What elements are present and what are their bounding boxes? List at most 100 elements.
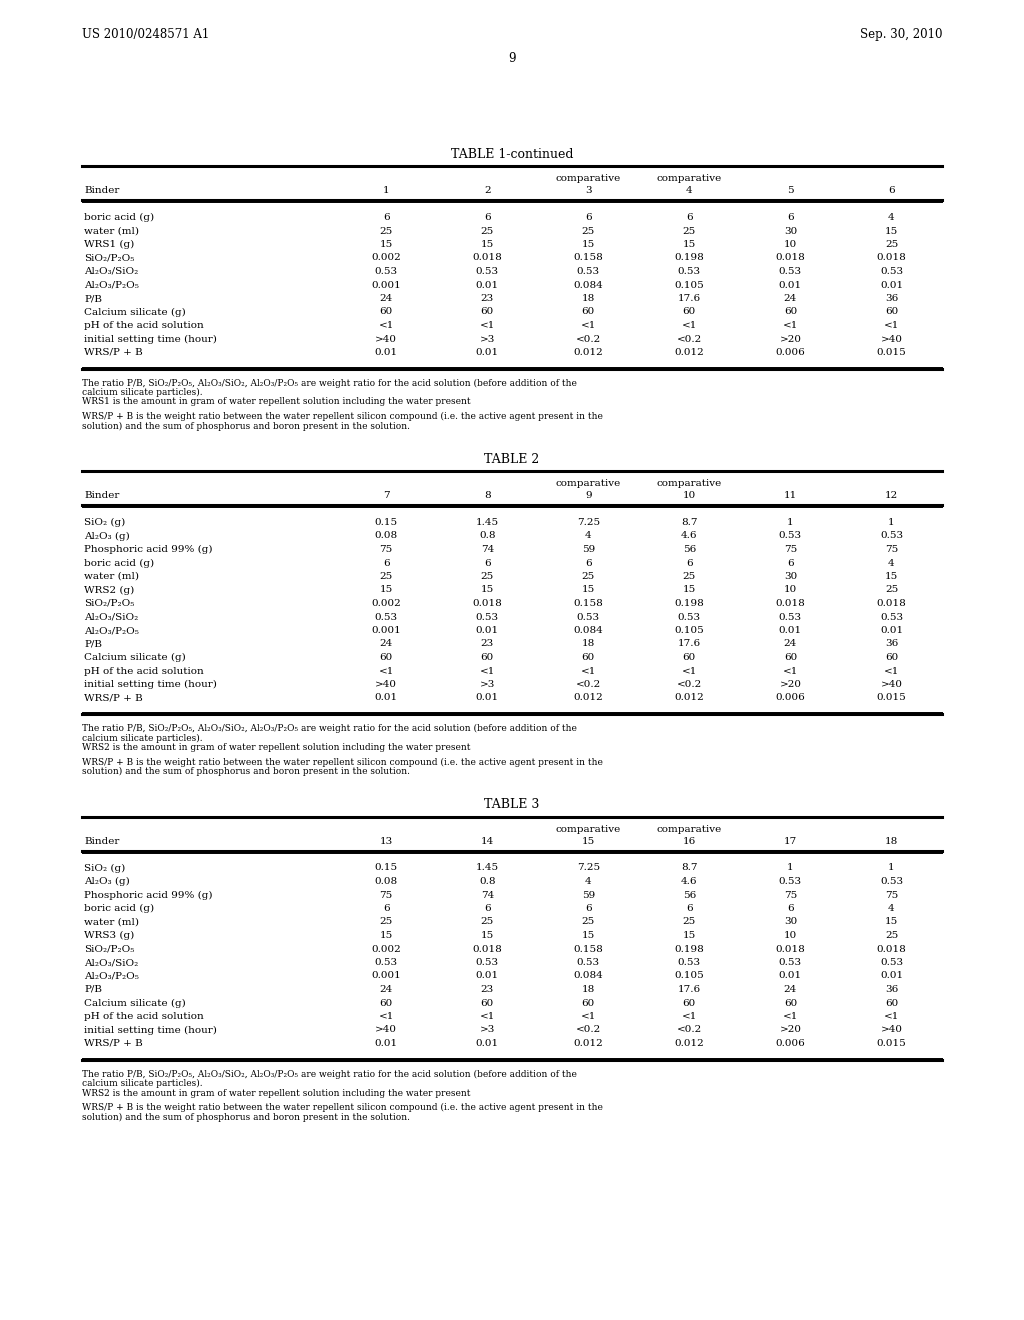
Text: <1: <1 <box>379 1012 394 1020</box>
Text: WRS/P + B: WRS/P + B <box>84 1039 142 1048</box>
Text: 0.01: 0.01 <box>476 972 499 981</box>
Text: 0.53: 0.53 <box>779 612 802 622</box>
Text: 6: 6 <box>686 213 692 222</box>
Text: 0.53: 0.53 <box>880 267 903 276</box>
Text: 0.53: 0.53 <box>375 267 397 276</box>
Text: boric acid (g): boric acid (g) <box>84 213 155 222</box>
Text: 24: 24 <box>783 639 797 648</box>
Text: 56: 56 <box>683 891 696 899</box>
Text: 0.53: 0.53 <box>880 876 903 886</box>
Text: 8: 8 <box>484 491 490 500</box>
Text: 0.018: 0.018 <box>877 253 906 263</box>
Text: TABLE 3: TABLE 3 <box>484 799 540 812</box>
Text: comparative: comparative <box>656 825 722 833</box>
Text: 7: 7 <box>383 491 389 500</box>
Text: >40: >40 <box>375 334 397 343</box>
Text: 0.01: 0.01 <box>476 348 499 356</box>
Text: 15: 15 <box>885 917 898 927</box>
Text: 60: 60 <box>480 653 494 663</box>
Text: 25: 25 <box>885 240 898 249</box>
Text: 7.25: 7.25 <box>577 517 600 527</box>
Text: 23: 23 <box>480 985 494 994</box>
Text: <1: <1 <box>682 321 697 330</box>
Text: 15: 15 <box>582 931 595 940</box>
Text: 17.6: 17.6 <box>678 294 701 304</box>
Text: SiO₂ (g): SiO₂ (g) <box>84 517 125 527</box>
Text: Al₂O₃ (g): Al₂O₃ (g) <box>84 532 130 541</box>
Text: 1: 1 <box>383 186 389 195</box>
Text: >3: >3 <box>479 1026 495 1035</box>
Text: SiO₂/P₂O₅: SiO₂/P₂O₅ <box>84 599 134 609</box>
Text: 3: 3 <box>585 186 592 195</box>
Text: 60: 60 <box>582 998 595 1007</box>
Text: 0.53: 0.53 <box>880 532 903 540</box>
Text: 0.01: 0.01 <box>476 626 499 635</box>
Text: 0.001: 0.001 <box>372 972 401 981</box>
Text: water (ml): water (ml) <box>84 227 139 235</box>
Text: 24: 24 <box>783 985 797 994</box>
Text: 60: 60 <box>783 998 797 1007</box>
Text: 17.6: 17.6 <box>678 985 701 994</box>
Text: 18: 18 <box>582 294 595 304</box>
Text: 6: 6 <box>484 904 490 913</box>
Text: 0.53: 0.53 <box>678 958 701 968</box>
Text: 0.002: 0.002 <box>372 253 401 263</box>
Text: 0.53: 0.53 <box>476 267 499 276</box>
Text: 0.158: 0.158 <box>573 945 603 953</box>
Text: 30: 30 <box>783 572 797 581</box>
Text: >20: >20 <box>779 1026 802 1035</box>
Text: 10: 10 <box>783 240 797 249</box>
Text: 25: 25 <box>885 931 898 940</box>
Text: Al₂O₃/SiO₂: Al₂O₃/SiO₂ <box>84 958 138 968</box>
Text: 15: 15 <box>582 586 595 594</box>
Text: 6: 6 <box>383 558 389 568</box>
Text: 0.198: 0.198 <box>675 599 705 609</box>
Text: 60: 60 <box>380 308 393 317</box>
Text: 11: 11 <box>783 491 797 500</box>
Text: WRS2 (g): WRS2 (g) <box>84 586 134 594</box>
Text: 74: 74 <box>480 545 494 554</box>
Text: 0.018: 0.018 <box>775 253 805 263</box>
Text: 0.01: 0.01 <box>779 626 802 635</box>
Text: >40: >40 <box>375 1026 397 1035</box>
Text: 0.53: 0.53 <box>779 876 802 886</box>
Text: 0.53: 0.53 <box>577 612 600 622</box>
Text: 60: 60 <box>380 653 393 663</box>
Text: 0.105: 0.105 <box>675 626 705 635</box>
Text: 1: 1 <box>787 517 794 527</box>
Text: 60: 60 <box>885 998 898 1007</box>
Text: <1: <1 <box>782 1012 798 1020</box>
Text: 10: 10 <box>783 586 797 594</box>
Text: 12: 12 <box>885 491 898 500</box>
Text: 4: 4 <box>888 904 895 913</box>
Text: 6: 6 <box>585 904 592 913</box>
Text: 60: 60 <box>582 653 595 663</box>
Text: 25: 25 <box>480 227 494 235</box>
Text: >40: >40 <box>881 680 902 689</box>
Text: 4: 4 <box>686 186 692 195</box>
Text: <0.2: <0.2 <box>575 1026 601 1035</box>
Text: WRS/P + B: WRS/P + B <box>84 348 142 356</box>
Text: WRS/P + B is the weight ratio between the water repellent silicon compound (i.e.: WRS/P + B is the weight ratio between th… <box>82 412 603 421</box>
Text: Al₂O₃/P₂O₅: Al₂O₃/P₂O₅ <box>84 972 139 981</box>
Text: 15: 15 <box>480 240 494 249</box>
Text: 4.6: 4.6 <box>681 532 697 540</box>
Text: The ratio P/B, SiO₂/P₂O₅, Al₂O₃/SiO₂, Al₂O₃/P₂O₅ are weight ratio for the acid s: The ratio P/B, SiO₂/P₂O₅, Al₂O₃/SiO₂, Al… <box>82 723 577 733</box>
Text: 75: 75 <box>783 545 797 554</box>
Text: 6: 6 <box>585 558 592 568</box>
Text: 18: 18 <box>885 837 898 846</box>
Text: >40: >40 <box>881 1026 902 1035</box>
Text: 0.105: 0.105 <box>675 972 705 981</box>
Text: 0.018: 0.018 <box>877 945 906 953</box>
Text: 25: 25 <box>380 572 393 581</box>
Text: 15: 15 <box>582 240 595 249</box>
Text: WRS1 (g): WRS1 (g) <box>84 240 134 249</box>
Text: WRS/P + B: WRS/P + B <box>84 693 142 702</box>
Text: <1: <1 <box>782 667 798 676</box>
Text: <1: <1 <box>884 667 899 676</box>
Text: 0.084: 0.084 <box>573 626 603 635</box>
Text: Al₂O₃/P₂O₅: Al₂O₃/P₂O₅ <box>84 626 139 635</box>
Text: 0.012: 0.012 <box>573 693 603 702</box>
Text: 6: 6 <box>383 213 389 222</box>
Text: <1: <1 <box>581 667 596 676</box>
